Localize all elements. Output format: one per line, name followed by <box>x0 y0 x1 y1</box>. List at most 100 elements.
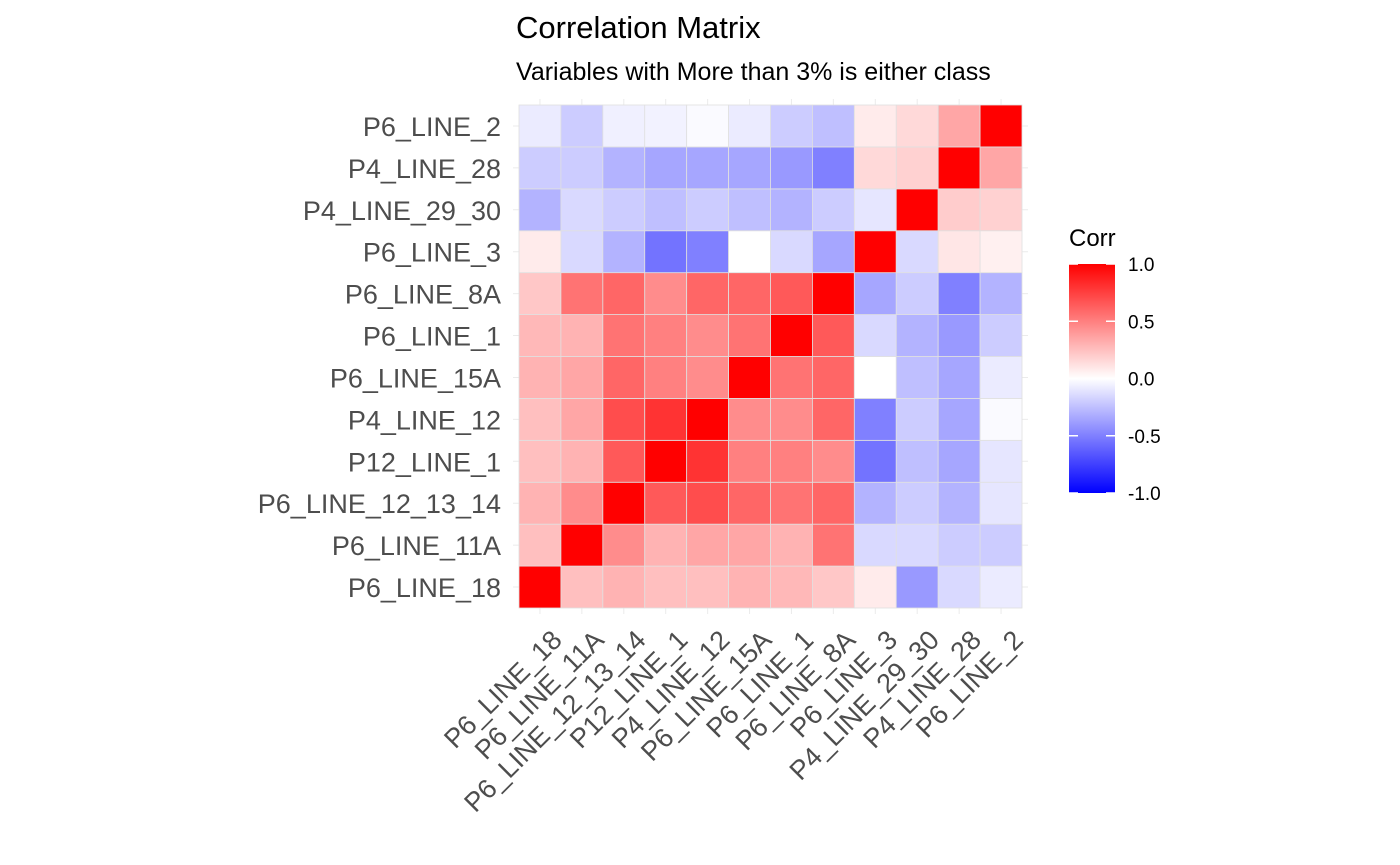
heatmap-cell <box>812 272 855 315</box>
chart-subtitle: Variables with More than 3% is either cl… <box>516 58 991 86</box>
legend-tick-label: -0.5 <box>1128 427 1161 448</box>
heatmap-cell <box>979 481 1023 525</box>
heatmap-cell <box>770 104 813 148</box>
heatmap-cell <box>518 104 562 148</box>
heatmap-cell <box>853 146 897 190</box>
heatmap-cell <box>812 230 855 274</box>
cells-layer <box>518 104 1023 609</box>
heatmap-cell <box>728 272 771 315</box>
heatmap-cell <box>895 523 939 567</box>
heatmap-cell <box>518 272 562 315</box>
heatmap-cell <box>895 398 939 441</box>
heatmap-cell <box>686 523 729 567</box>
heatmap-cell <box>728 356 771 399</box>
heatmap-cell <box>602 481 646 525</box>
heatmap-cell <box>937 356 981 399</box>
heatmap-cell <box>853 230 897 274</box>
legend-tick-label: 0.5 <box>1128 312 1154 333</box>
heatmap-cell <box>602 272 646 315</box>
heatmap-cell <box>602 356 646 399</box>
legend-title: Corr <box>1069 225 1116 252</box>
heatmap-cell <box>560 146 604 190</box>
heatmap-cell <box>979 398 1023 441</box>
heatmap-cell <box>895 439 939 483</box>
heatmap-cell <box>560 481 604 525</box>
heatmap-cell <box>770 146 813 190</box>
heatmap-cell <box>770 188 813 232</box>
heatmap-cell <box>602 146 646 190</box>
heatmap-cell <box>602 230 646 274</box>
heatmap-cell <box>770 565 813 609</box>
heatmap-cell <box>770 314 813 357</box>
heatmap-cell <box>937 398 981 441</box>
heatmap-cell <box>644 272 688 315</box>
heatmap-cell <box>812 523 855 567</box>
heatmap-cell <box>602 104 646 148</box>
legend: Corr 1.0 0.5 0.0 -0.5 -1.0 <box>1069 225 1161 505</box>
heatmap-cell <box>728 188 771 232</box>
heatmap-cell <box>853 565 897 609</box>
y-tick-label: P6_LINE_8A <box>345 280 501 310</box>
heatmap-cell <box>644 439 688 483</box>
heatmap-cell <box>644 230 688 274</box>
heatmap-cell <box>728 523 771 567</box>
y-tick-label: P6_LINE_2 <box>363 112 501 142</box>
heatmap-cell <box>644 356 688 399</box>
heatmap-cell <box>518 146 562 190</box>
heatmap-cell <box>644 104 688 148</box>
heatmap-cell <box>812 146 855 190</box>
y-tick-label: P4_LINE_28 <box>348 154 501 184</box>
heatmap-cell <box>770 481 813 525</box>
heatmap-cell <box>686 104 729 148</box>
y-tick-label: P12_LINE_1 <box>348 447 501 477</box>
heatmap-cell <box>518 314 562 357</box>
heatmap-cell <box>937 230 981 274</box>
heatmap-cell <box>518 230 562 274</box>
heatmap-cell <box>937 146 981 190</box>
heatmap-cell <box>853 356 897 399</box>
heatmap-cell <box>518 523 562 567</box>
y-tick-label: P6_LINE_12_13_14 <box>258 489 501 519</box>
heatmap-cell <box>602 523 646 567</box>
heatmap-cell <box>895 565 939 609</box>
heatmap-cell <box>770 439 813 483</box>
heatmap-cell <box>979 565 1023 609</box>
heatmap-cell <box>853 272 897 315</box>
heatmap-cell <box>979 230 1023 274</box>
heatmap-cell <box>895 356 939 399</box>
heatmap-cell <box>937 104 981 148</box>
heatmap-cell <box>895 314 939 357</box>
heatmap-cell <box>812 398 855 441</box>
heatmap-cell <box>770 230 813 274</box>
heatmap-cell <box>895 481 939 525</box>
heatmap-cell <box>686 272 729 315</box>
heatmap-cell <box>686 188 729 232</box>
heatmap-cell <box>602 439 646 483</box>
heatmap-cell <box>686 565 729 609</box>
heatmap-cell <box>895 272 939 315</box>
legend-tick-label: 1.0 <box>1128 255 1154 276</box>
heatmap-cell <box>560 356 604 399</box>
heatmap-cell <box>812 314 855 357</box>
heatmap-cell <box>686 398 729 441</box>
heatmap-cell <box>560 523 604 567</box>
heatmap-cell <box>979 356 1023 399</box>
heatmap-cell <box>560 439 604 483</box>
heatmap-cell <box>812 565 855 609</box>
heatmap-cell <box>853 314 897 357</box>
heatmap-cell <box>602 565 646 609</box>
heatmap-cell <box>770 272 813 315</box>
heatmap-cell <box>644 523 688 567</box>
heatmap-cell <box>895 146 939 190</box>
heatmap-cell <box>728 481 771 525</box>
heatmap-cell <box>853 104 897 148</box>
heatmap-cell <box>979 104 1023 148</box>
heatmap-cell <box>895 230 939 274</box>
heatmap-cell <box>770 356 813 399</box>
heatmap-cell <box>602 188 646 232</box>
heatmap-cell <box>853 481 897 525</box>
heatmap-cell <box>644 146 688 190</box>
heatmap-cell <box>644 314 688 357</box>
x-axis-labels: P6_LINE_18P6_LINE_11AP6_LINE_12_13_14P12… <box>438 625 1029 818</box>
